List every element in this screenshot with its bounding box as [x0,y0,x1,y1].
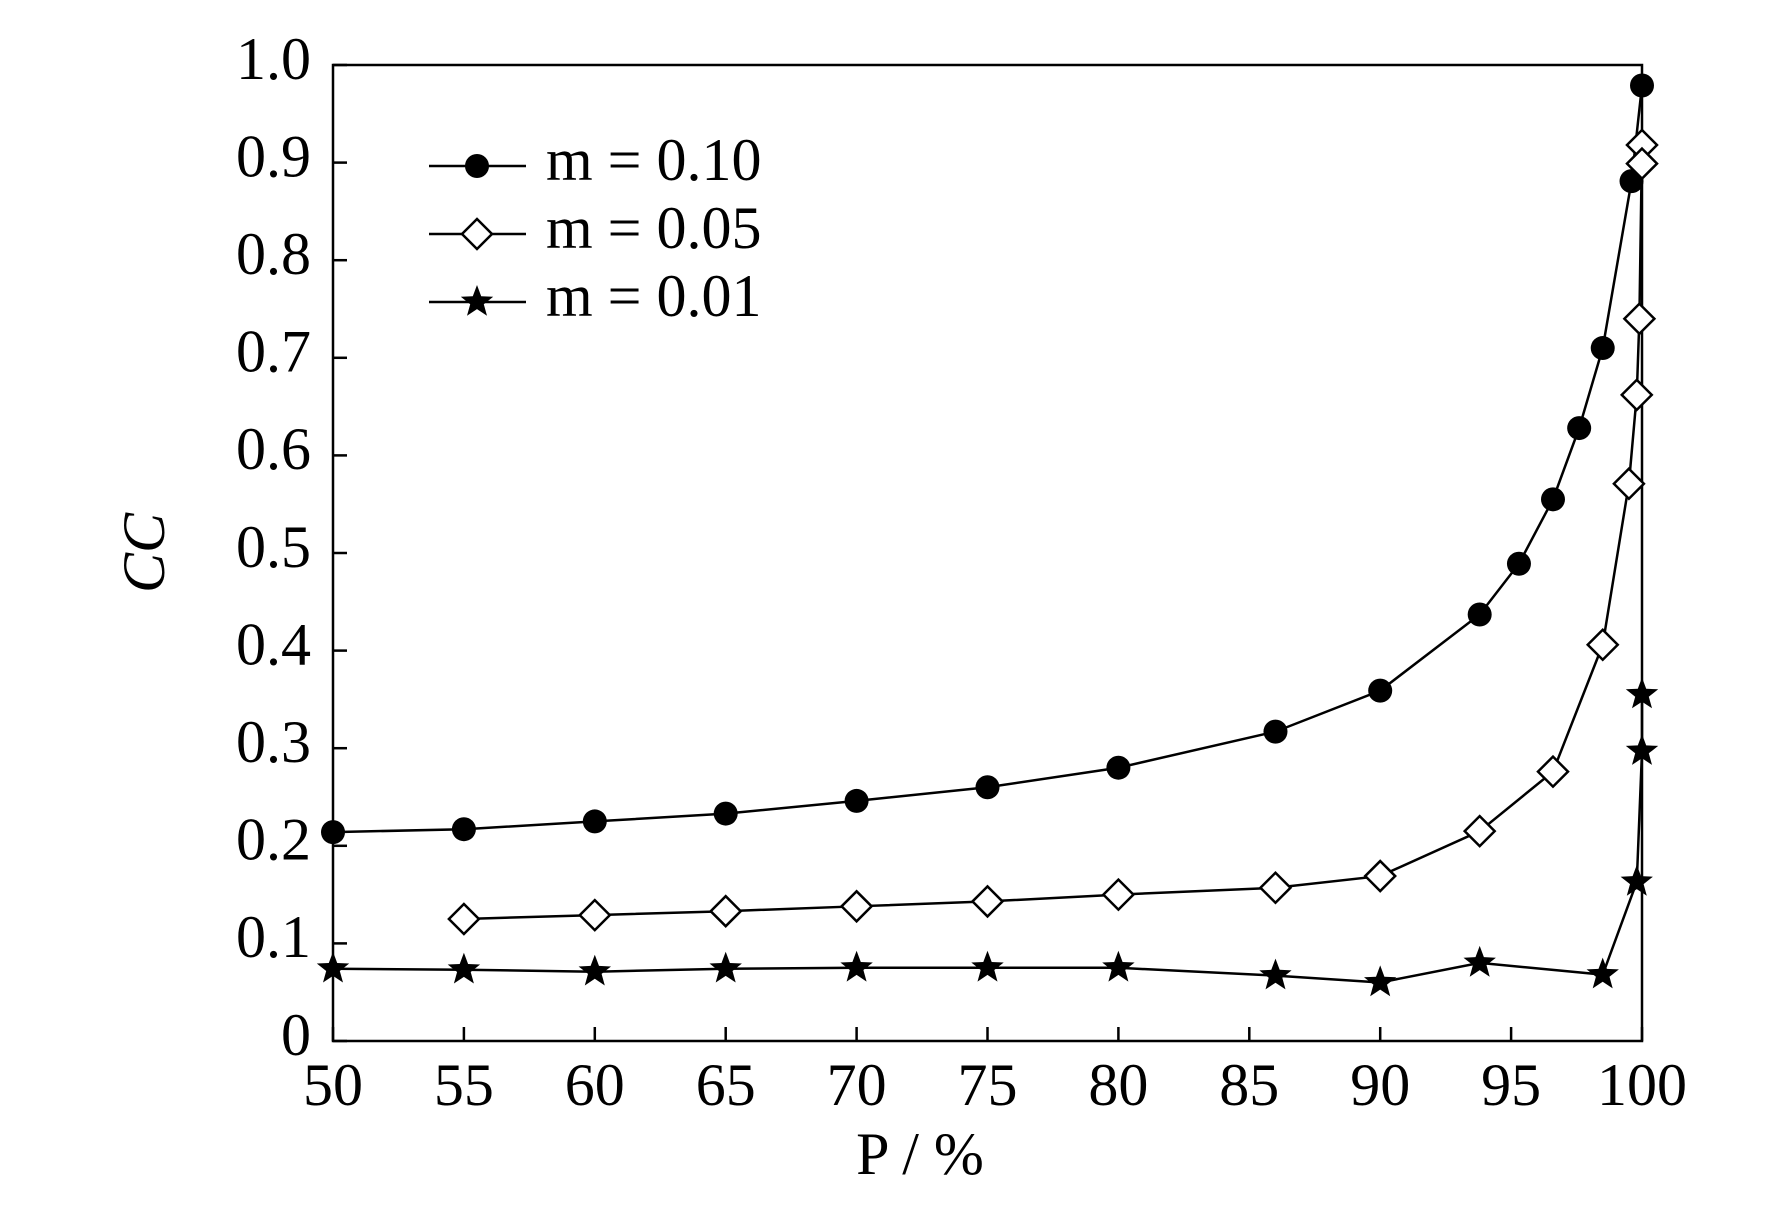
point [1102,950,1135,982]
point [1368,678,1393,703]
x-tick-label: 65 [696,1052,756,1118]
x-tick-label: 75 [958,1052,1018,1118]
point [970,884,1005,919]
y-tick-label: 0.1 [236,904,311,970]
y-tick-label: 0.8 [236,221,311,287]
point [1625,734,1659,765]
point [1258,871,1293,905]
point [578,954,611,986]
point [1467,602,1492,627]
point [321,820,345,845]
point [1620,864,1653,896]
y-tick-label: 0.6 [236,416,311,482]
series-line [332,694,1644,984]
point [1263,719,1288,744]
legend-label: m = 0.10 [546,127,762,193]
point [316,951,350,983]
point [840,950,873,982]
point [1540,487,1565,512]
point [709,951,742,983]
series-line [463,145,1644,921]
point [447,902,481,936]
point [1106,755,1131,780]
point [1585,627,1620,662]
legend-label: m = 0.01 [546,263,762,329]
point [1630,73,1654,98]
point [582,809,607,834]
point [1506,551,1531,576]
y-tick-label: 0.7 [236,319,311,385]
y-tick-label: 0.9 [236,123,311,189]
point [971,950,1004,982]
y-tick-label: 0 [281,1002,311,1068]
y-tick-label: 0.4 [236,611,311,677]
x-tick-label: 80 [1088,1052,1148,1118]
y-tick-label: 0.2 [236,807,311,873]
x-tick-label: 55 [434,1052,494,1118]
point [578,898,612,932]
x-axis-label: P / % [856,1121,984,1187]
point [1364,965,1397,997]
point [1586,957,1619,989]
point [1101,877,1136,912]
point [1363,859,1397,893]
x-tick-label: 50 [303,1052,363,1118]
y-tick-label: 0.3 [236,709,311,775]
point [1462,814,1497,848]
point [1619,378,1654,412]
x-tick-label: 70 [827,1052,887,1118]
point [1259,958,1292,990]
x-tick-label: 60 [565,1052,625,1118]
point [1567,416,1592,441]
point [1622,301,1657,336]
point [844,788,869,813]
x-tick-label: 100 [1597,1052,1687,1118]
point [1625,146,1659,181]
point [713,801,738,826]
y-tick-label: 1.0 [236,26,311,92]
y-tick-label: 0.5 [236,514,311,580]
point [1625,677,1659,709]
legend-marker [460,285,494,316]
legend-marker [465,154,489,178]
point [1536,754,1570,789]
point [447,952,481,984]
point [1463,945,1496,977]
x-tick-label: 85 [1219,1052,1279,1118]
point [1612,466,1646,501]
series-line [332,85,1644,834]
point [839,889,874,924]
legend-label: m = 0.05 [546,195,762,261]
y-axis-label: CC [111,512,177,593]
point [1590,336,1615,361]
legend-marker [460,217,494,251]
point [451,817,476,842]
x-tick-label: 95 [1481,1052,1541,1118]
point [708,894,743,928]
point [975,775,1000,800]
x-tick-label: 90 [1350,1052,1410,1118]
